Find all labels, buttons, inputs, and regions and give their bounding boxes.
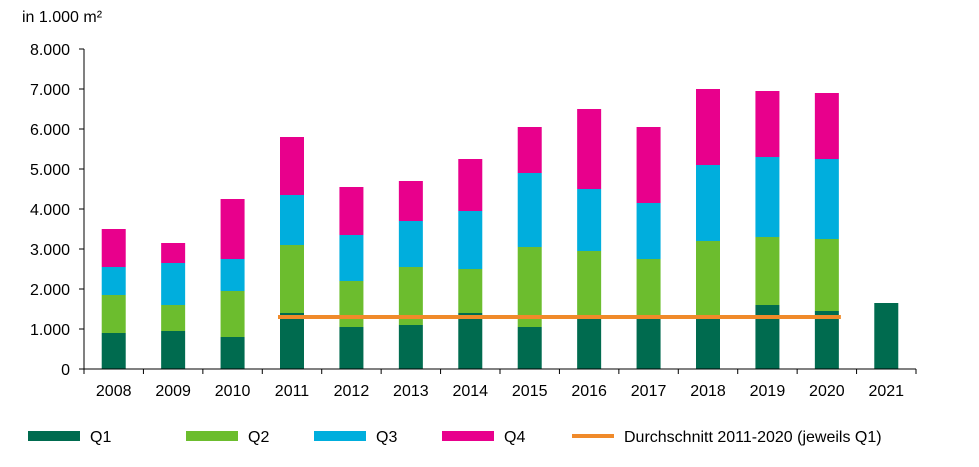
bar-q4-2019 — [755, 91, 780, 157]
bar-q4-2015 — [517, 127, 542, 173]
legend: Q1 Q2 Q3 Q4 Durchschnitt 2011-2020 (jeweils … — [28, 429, 882, 446]
y-tick-label: 8.000 — [30, 42, 70, 59]
bar-q1-2019 — [755, 305, 780, 369]
y-tick-label: 1.000 — [30, 322, 70, 339]
bar-q1-2020 — [814, 311, 839, 369]
bar-q3-2012 — [339, 235, 364, 281]
bar-q4-2014 — [458, 159, 483, 211]
bar-q4-2008 — [101, 229, 126, 267]
y-tick-label: 5.000 — [30, 162, 70, 179]
bar-q2-2015 — [517, 247, 542, 327]
legend-swatch-q1 — [28, 431, 80, 441]
bar-q4-2017 — [636, 127, 661, 203]
y-tick-label: 3.000 — [30, 242, 70, 259]
bar-q1-2021 — [874, 303, 899, 369]
x-tick-label: 2018 — [690, 383, 726, 400]
x-tick-label: 2008 — [96, 383, 132, 400]
legend-swatch-q4 — [442, 431, 494, 441]
bar-q3-2016 — [577, 189, 602, 251]
y-tick-label: 6.000 — [30, 122, 70, 139]
bar-q3-2017 — [636, 203, 661, 259]
bar-q1-2013 — [398, 325, 423, 369]
bar-q2-2014 — [458, 269, 483, 313]
x-tick-label: 2014 — [452, 383, 488, 400]
bar-q1-2017 — [636, 319, 661, 369]
x-tick-label: 2017 — [631, 383, 667, 400]
y-tick-label: 4.000 — [30, 202, 70, 219]
bar-q3-2008 — [101, 267, 126, 295]
bar-q4-2009 — [161, 243, 186, 263]
legend-label-q2: Q2 — [248, 429, 269, 446]
bar-q2-2009 — [161, 305, 186, 331]
bar-q4-2018 — [696, 89, 720, 165]
bar-q1-2014 — [458, 313, 483, 369]
legend-label-q3: Q3 — [376, 429, 397, 446]
bar-q4-2020 — [814, 93, 839, 159]
bar-q1-2012 — [339, 327, 364, 369]
bar-q1-2011 — [280, 313, 304, 369]
bar-q3-2019 — [755, 157, 780, 237]
y-tick-label: 0 — [61, 362, 70, 379]
legend-label-q4: Q4 — [504, 429, 525, 446]
bar-q4-2012 — [339, 187, 364, 235]
y-axis: 0 1.000 2.000 3.000 4.000 5.000 6.000 7.000 8.00… — [30, 42, 85, 379]
y-tick-label: 2.000 — [30, 282, 70, 299]
bar-q4-2013 — [398, 181, 423, 221]
bar-q2-2019 — [755, 237, 780, 305]
unit-label: in 1.000 m² — [22, 9, 103, 26]
bar-q2-2017 — [636, 259, 661, 319]
bar-q3-2015 — [517, 173, 542, 247]
bar-q1-2016 — [577, 317, 602, 369]
y-tick-label: 7.000 — [30, 82, 70, 99]
bar-q1-2008 — [101, 333, 126, 369]
legend-swatch-q3 — [314, 431, 366, 441]
x-tick-label: 2012 — [334, 383, 370, 400]
bar-q2-2018 — [696, 241, 720, 315]
bar-q3-2009 — [161, 263, 186, 305]
bar-q1-2009 — [161, 331, 186, 369]
bar-q2-2011 — [280, 245, 304, 313]
bar-q1-2018 — [696, 315, 720, 369]
bar-q3-2020 — [814, 159, 839, 239]
legend-label-average: Durchschnitt 2011-2020 (jeweils Q1) — [624, 429, 882, 446]
x-tick-label: 2009 — [155, 383, 191, 400]
bar-q2-2016 — [577, 251, 602, 317]
bar-q4-2010 — [220, 199, 245, 259]
bar-q3-2013 — [398, 221, 423, 267]
bar-q4-2011 — [280, 137, 304, 195]
x-tick-label: 2010 — [215, 383, 251, 400]
x-tick-label: 2013 — [393, 383, 429, 400]
bar-q3-2014 — [458, 211, 483, 269]
x-tick-label: 2020 — [809, 383, 845, 400]
bar-q3-2010 — [220, 259, 245, 291]
bar-q4-2016 — [577, 109, 602, 189]
legend-label-q1: Q1 — [90, 429, 111, 446]
bar-q3-2011 — [280, 195, 304, 245]
x-tick-label: 2019 — [750, 383, 786, 400]
bars — [101, 89, 899, 369]
bar-q2-2008 — [101, 295, 126, 333]
legend-swatch-q2 — [186, 431, 238, 441]
bar-q1-2015 — [517, 327, 542, 369]
bar-q1-2010 — [220, 337, 245, 369]
bar-q3-2018 — [696, 165, 720, 241]
bar-q2-2020 — [814, 239, 839, 311]
x-axis: 2008 2009 2010 2011 2012 2013 2014 2015 2016 2017… — [83, 368, 917, 400]
x-tick-label: 2021 — [868, 383, 904, 400]
bar-q2-2010 — [220, 291, 245, 337]
x-tick-label: 2015 — [512, 383, 548, 400]
x-tick-label: 2016 — [571, 383, 607, 400]
x-tick-label: 2011 — [275, 383, 310, 400]
bar-q2-2012 — [339, 281, 364, 327]
